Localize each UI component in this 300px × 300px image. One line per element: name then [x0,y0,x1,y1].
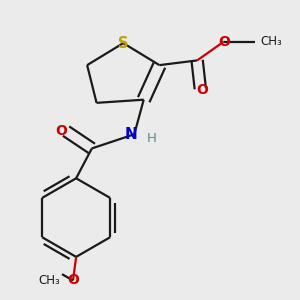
Text: O: O [56,124,67,138]
Text: N: N [125,127,137,142]
Text: S: S [118,36,128,51]
Text: CH₃: CH₃ [38,274,60,287]
Text: O: O [67,273,79,287]
Text: CH₃: CH₃ [260,35,282,48]
Text: O: O [196,83,208,97]
Text: O: O [218,34,230,49]
Text: H: H [147,133,157,146]
